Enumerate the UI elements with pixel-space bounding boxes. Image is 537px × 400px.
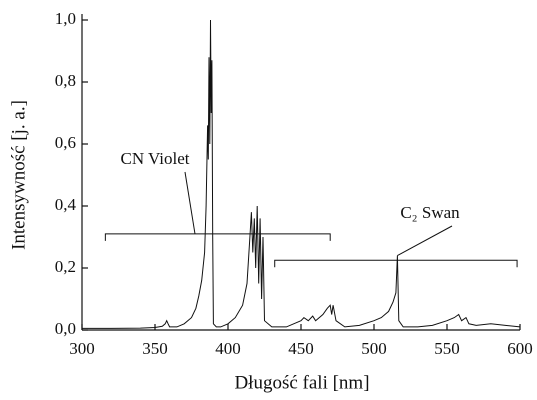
y-tick-label: 0,0 (55, 319, 76, 338)
y-axis-label: Intensywność [j. a.] (8, 100, 29, 250)
x-tick-label: 300 (69, 339, 95, 358)
x-tick-label: 600 (507, 339, 533, 358)
y-tick-label: 0,2 (55, 257, 76, 276)
x-tick-label: 450 (288, 339, 314, 358)
x-tick-label: 500 (361, 339, 387, 358)
annotation-arrow (184, 171, 196, 234)
bracket (274, 259, 518, 268)
y-tick-label: 0,8 (55, 71, 76, 90)
y-tick-label: 0,6 (55, 133, 76, 152)
bracket (104, 233, 331, 241)
annotation-label: C₂ Swan (400, 203, 460, 222)
spectrum-line (82, 19, 521, 329)
annotation-arrow (397, 225, 453, 257)
y-tick-label: 1,0 (55, 9, 76, 28)
annotation-label: CN Violet (120, 149, 189, 168)
x-tick-label: 550 (434, 339, 460, 358)
x-tick-label: 350 (142, 339, 168, 358)
y-tick-label: 0,4 (55, 195, 77, 214)
x-axis-label: Długość fali [nm] (234, 372, 369, 393)
x-tick-label: 400 (215, 339, 241, 358)
